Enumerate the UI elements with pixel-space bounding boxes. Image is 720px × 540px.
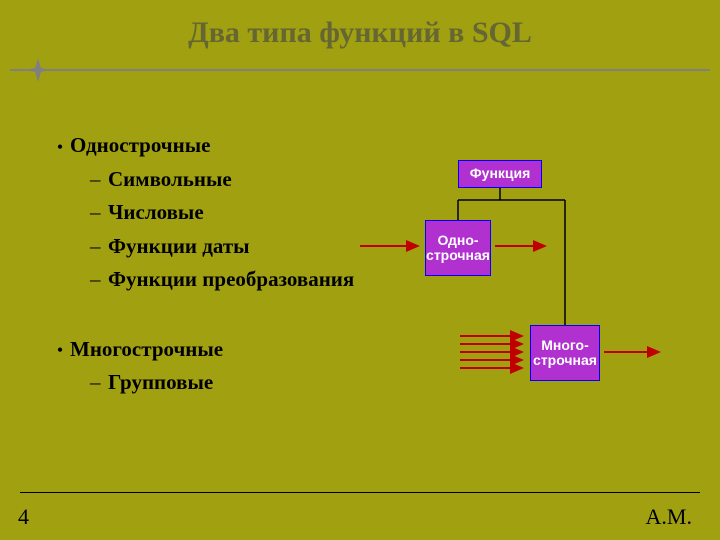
node-single-row: Одно-строчная xyxy=(425,220,491,276)
page-number: 4 xyxy=(18,504,29,530)
function-diagram: Функция Одно-строчная Много-строчная xyxy=(360,150,700,430)
bullet-level2: –Числовые xyxy=(50,197,360,229)
author-label: А.М. xyxy=(646,504,692,530)
title-ornament xyxy=(10,56,710,84)
bullet-level2: –Функции даты xyxy=(50,231,360,263)
node-function: Функция xyxy=(458,160,542,188)
slide-title: Два типа функций в SQL xyxy=(0,16,720,50)
bullet-level2: –Символьные xyxy=(50,164,360,196)
bullet-label: Числовые xyxy=(108,200,204,224)
bullet-label: Функции даты xyxy=(108,234,250,258)
node-multi-row: Много-строчная xyxy=(530,325,600,381)
footer-divider xyxy=(20,492,700,493)
bullet-level1: •Многострочные xyxy=(50,334,360,366)
bullet-label: Символьные xyxy=(108,167,232,191)
bullet-list: •Однострочные–Символьные–Числовые–Функци… xyxy=(50,130,360,401)
bullet-level2: –Групповые xyxy=(50,367,360,399)
bullet-level2: –Функции преобразования xyxy=(50,264,360,296)
bullet-level1: •Однострочные xyxy=(50,130,360,162)
bullet-label: Многострочные xyxy=(70,337,223,361)
bullet-label: Однострочные xyxy=(70,133,210,157)
bullet-label: Групповые xyxy=(108,370,213,394)
bullet-label: Функции преобразования xyxy=(108,267,354,291)
